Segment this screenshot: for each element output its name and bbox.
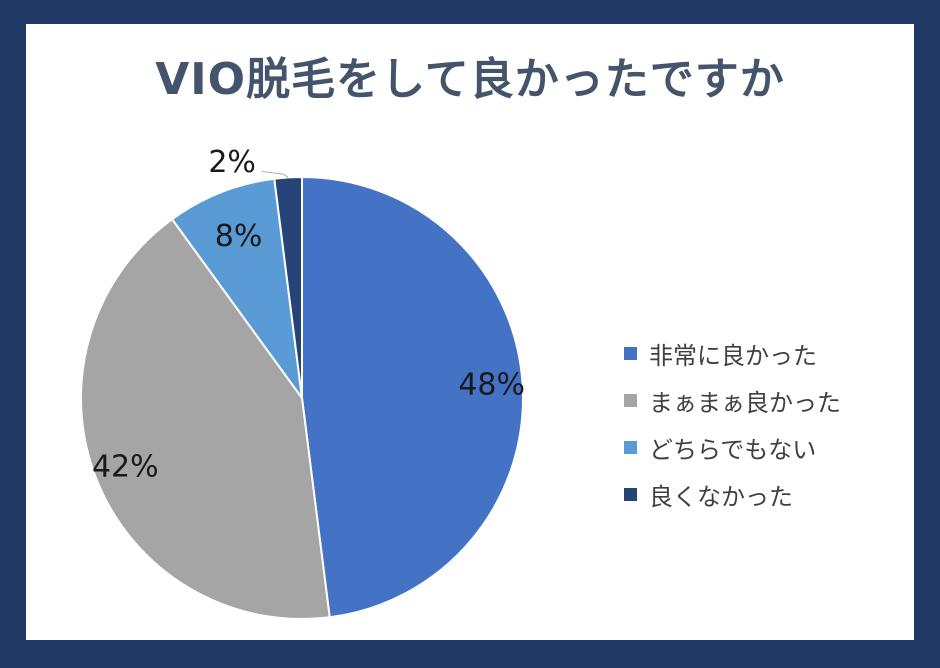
legend-label-3: 良くなかった bbox=[649, 483, 793, 511]
legend-item-2: どちらでもない bbox=[624, 424, 841, 471]
legend-label-1: まぁまぁ良かった bbox=[649, 389, 841, 417]
data-label-3: 2% bbox=[208, 145, 256, 180]
pie-chart: 48% 42% 8% 2% bbox=[80, 145, 525, 620]
legend-label-2: どちらでもない bbox=[649, 436, 817, 464]
chart-panel: VIO脱毛をして良かったですか 48% 42% 8% 2% 非常に良かった まぁまぁ良か… bbox=[26, 24, 914, 640]
data-label-0: 48% bbox=[458, 368, 525, 403]
legend-label-0: 非常に良かった bbox=[649, 342, 817, 370]
legend-swatch-0 bbox=[624, 347, 637, 360]
chart-title: VIO脱毛をして良かったですか bbox=[155, 54, 785, 105]
pie-slice-1 bbox=[80, 217, 331, 620]
leader-line-3 bbox=[262, 170, 289, 178]
legend-swatch-2 bbox=[624, 441, 637, 454]
pie-slice-2 bbox=[170, 177, 303, 399]
legend-swatch-3 bbox=[624, 488, 637, 501]
legend-item-0: 非常に良かった bbox=[624, 330, 841, 377]
pie-slice-0 bbox=[301, 175, 524, 619]
data-label-1: 42% bbox=[92, 449, 159, 484]
legend-swatch-1 bbox=[624, 394, 637, 407]
legend-item-3: 良くなかった bbox=[624, 471, 841, 518]
legend-item-1: まぁまぁ良かった bbox=[624, 377, 841, 424]
chart-legend: 非常に良かった まぁまぁ良かった どちらでもない 良くなかった bbox=[624, 330, 841, 518]
data-label-2: 8% bbox=[215, 219, 263, 254]
